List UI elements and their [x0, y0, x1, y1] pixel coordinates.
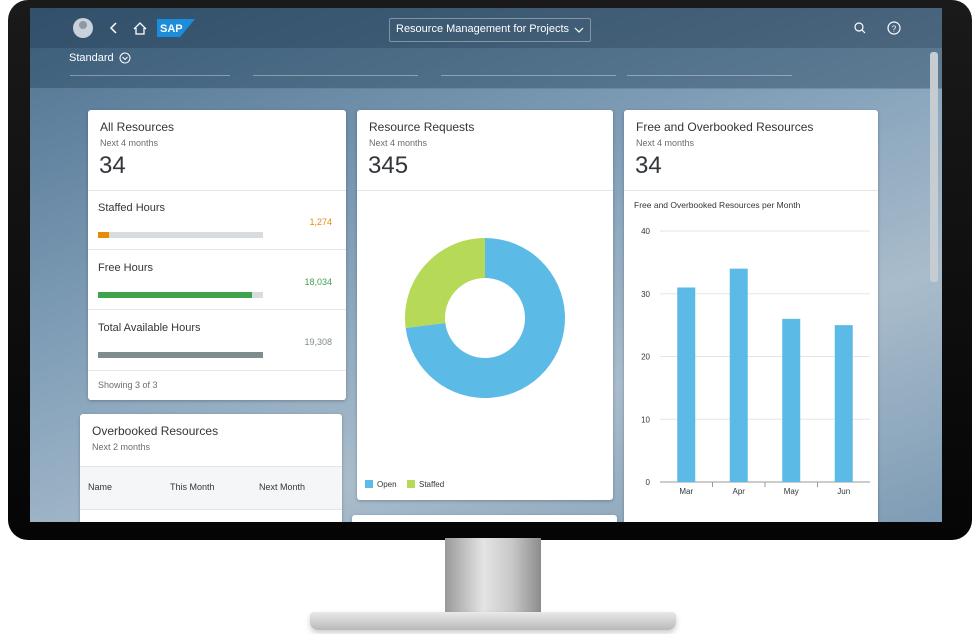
- y-tick-label: 10: [641, 415, 650, 424]
- resource-requests-card[interactable]: Resource Requests Next 4 months 345 Open…: [357, 110, 613, 500]
- divider: [88, 190, 346, 191]
- x-tick-label: Mar: [679, 487, 693, 496]
- app-title: Resource Management for Projects: [396, 23, 570, 35]
- variant-name[interactable]: Standard: [69, 52, 114, 64]
- search-button[interactable]: [854, 22, 864, 32]
- kpi-value: 345: [368, 152, 409, 179]
- next-card[interactable]: [352, 515, 617, 522]
- all-resources-card[interactable]: All Resources Next 4 months 34 Staffed H…: [88, 110, 346, 400]
- filter-field[interactable]: [441, 75, 616, 76]
- shell-icons: SAP ?: [73, 18, 901, 38]
- monitor-base: [310, 612, 676, 630]
- filter-field[interactable]: [253, 75, 418, 76]
- progress-bar: [98, 352, 263, 358]
- divider: [88, 370, 346, 371]
- app-title-menu[interactable]: Resource Management for Projects: [389, 18, 591, 42]
- bar: [677, 287, 696, 482]
- item-value: 1,274: [309, 217, 332, 227]
- scrollbar[interactable]: [930, 52, 938, 282]
- legend-label: Staffed: [419, 480, 444, 489]
- card-title: Free and Overbooked Resources: [636, 120, 814, 134]
- x-tick-label: Apr: [733, 487, 746, 496]
- x-tick-label: Jun: [837, 487, 850, 496]
- screen: SAP ? Resource Management for Projects S…: [30, 8, 942, 522]
- legend-label: Open: [377, 480, 397, 489]
- column-header[interactable]: This Month: [170, 482, 215, 492]
- bar: [834, 325, 853, 482]
- progress-track: [98, 232, 263, 238]
- bar: [782, 318, 801, 482]
- card-title: All Resources: [100, 120, 175, 134]
- item-value: 19,308: [304, 337, 332, 347]
- variant-dropdown[interactable]: [119, 52, 131, 64]
- item-label: Staffed Hours: [98, 202, 166, 214]
- help-icon: ?: [892, 25, 897, 34]
- table-header: Name This Month Next Month: [80, 466, 342, 510]
- back-button[interactable]: [109, 22, 117, 34]
- column-header[interactable]: Next Month: [259, 482, 306, 492]
- card-subtitle: Next 2 months: [92, 442, 151, 452]
- card-subtitle: Next 4 months: [636, 138, 695, 148]
- column-header[interactable]: Name: [88, 482, 113, 492]
- free-overbooked-card[interactable]: Free and Overbooked Resources Next 4 mon…: [624, 110, 878, 522]
- help-button[interactable]: [887, 21, 901, 35]
- overbooked-resources-card[interactable]: Overbooked Resources Next 2 months Name …: [80, 414, 342, 522]
- legend-swatch: [365, 480, 373, 488]
- kpi-value: 34: [99, 152, 126, 179]
- sap-logo-text: SAP: [160, 23, 183, 35]
- sap-logo[interactable]: [157, 19, 195, 37]
- legend-swatch: [407, 480, 415, 488]
- filter-bar: Standard: [30, 48, 942, 89]
- avatar-head: [79, 21, 87, 29]
- shell-bar: SAP ? Resource Management for Projects: [30, 8, 942, 48]
- monitor-stand: [445, 538, 541, 616]
- item-label: Total Available Hours: [98, 322, 201, 334]
- progress-track: [98, 352, 263, 358]
- bar-chart: Free and Overbooked Resources per Month 0…: [634, 200, 870, 496]
- donut-segment: [405, 238, 565, 398]
- divider: [357, 190, 613, 191]
- card-footer: Showing 3 of 3: [98, 380, 158, 390]
- dropdown-arrow: [574, 27, 584, 33]
- y-tick-label: 30: [641, 290, 650, 299]
- item-value: 18,034: [304, 277, 332, 287]
- divider: [624, 190, 878, 191]
- filter-field[interactable]: [627, 75, 792, 76]
- y-tick-label: 20: [641, 353, 650, 362]
- kpi-value: 34: [635, 152, 662, 179]
- progress-track: [98, 292, 263, 298]
- bar: [729, 268, 748, 482]
- filter-field[interactable]: [70, 75, 230, 76]
- card-subtitle: Next 4 months: [369, 138, 428, 148]
- card-subtitle: Next 4 months: [100, 138, 159, 148]
- home-button[interactable]: [133, 22, 147, 35]
- card-title: Resource Requests: [369, 120, 475, 134]
- donut-segment: [405, 238, 485, 329]
- item-label: Free Hours: [98, 262, 154, 274]
- search-handle: [861, 29, 866, 34]
- y-tick-label: 40: [641, 227, 650, 236]
- x-tick-label: May: [784, 487, 799, 496]
- y-tick-label: 0: [646, 478, 651, 487]
- divider: [88, 249, 346, 250]
- divider: [88, 309, 346, 310]
- progress-bar: [98, 232, 109, 238]
- card-title: Overbooked Resources: [92, 424, 219, 438]
- donut-chart: Open Staffed: [365, 238, 565, 489]
- chart-title: Free and Overbooked Resources per Month: [634, 200, 801, 210]
- progress-bar: [98, 292, 253, 298]
